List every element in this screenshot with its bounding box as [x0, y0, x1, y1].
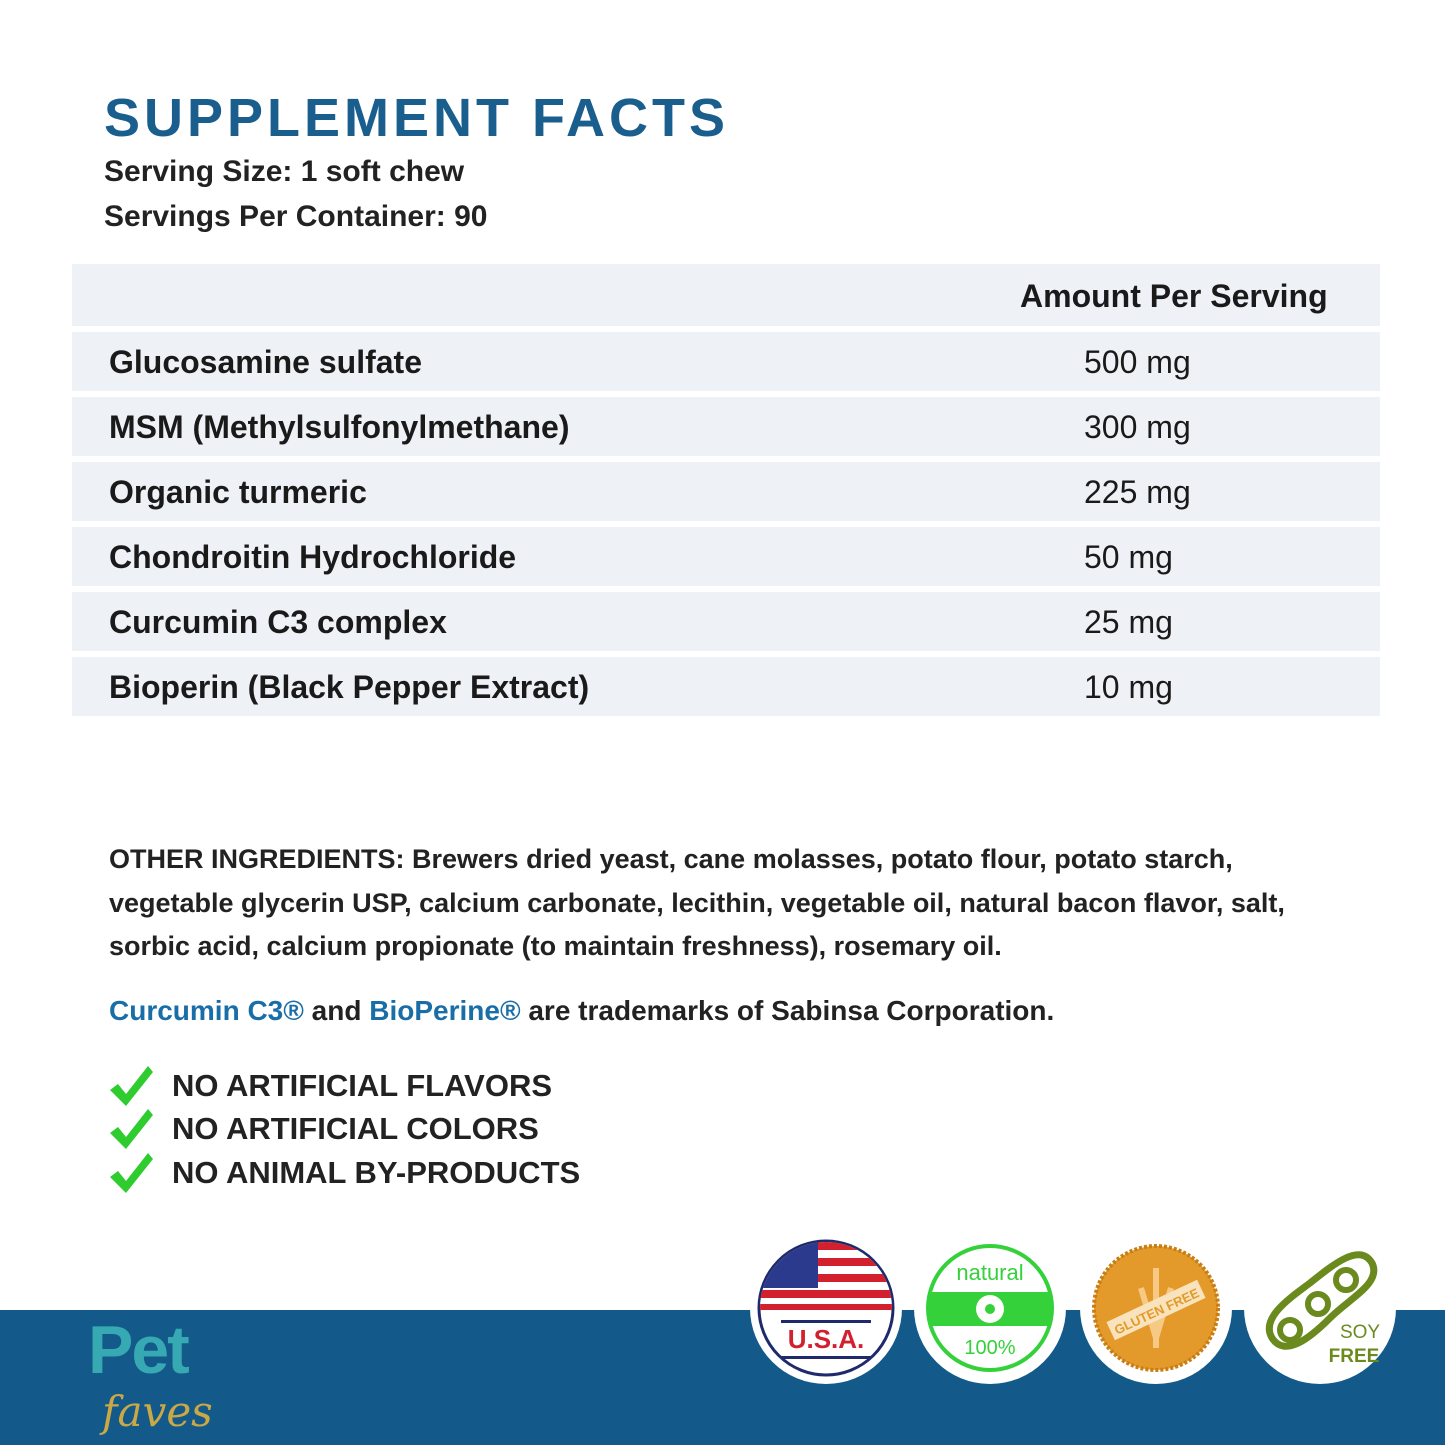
- usa-flag-icon: U.S.A.: [757, 1239, 895, 1377]
- ingredient-amount: 10 mg: [1084, 669, 1173, 705]
- free-label: FREE: [1329, 1346, 1380, 1367]
- ingredient-amount: 300 mg: [1084, 409, 1191, 445]
- claim-item: NO ARTIFICIAL FLAVORS: [108, 1064, 580, 1108]
- ingredient-amount: 50 mg: [1084, 539, 1173, 575]
- gluten-free-icon: GLUTEN FREE: [1092, 1244, 1220, 1372]
- serving-size: Serving Size: 1 soft chew: [104, 155, 465, 188]
- table-row: Curcumin C3 complex 25 mg: [72, 592, 1380, 651]
- page-title: SUPPLEMENT FACTS: [104, 88, 730, 148]
- checkmark-icon: [110, 1065, 153, 1106]
- trademark-rest: are trademarks of Sabinsa Corporation.: [520, 995, 1055, 1026]
- trademark-note: Curcumin C3® and BioPerine® are trademar…: [109, 994, 1054, 1028]
- ingredient-name: Chondroitin Hydrochloride: [109, 539, 517, 575]
- logo-pet: Pet: [88, 1312, 190, 1388]
- supplement-table: Amount Per Serving Glucosamine sulfate 50…: [72, 264, 1380, 722]
- ingredient-amount: 25 mg: [1084, 604, 1173, 640]
- ingredient-name: Organic turmeric: [109, 474, 367, 510]
- table-row: MSM (Methylsulfonylmethane) 300 mg: [72, 397, 1380, 456]
- ingredient-name: Curcumin C3 complex: [109, 604, 447, 640]
- trademark-bioperine: BioPerine®: [369, 995, 521, 1026]
- claim-text: NO ANIMAL BY-PRODUCTS: [172, 1154, 581, 1190]
- table-row: Bioperin (Black Pepper Extract) 10 mg: [72, 657, 1380, 716]
- ingredient-name: MSM (Methylsulfonylmethane): [109, 409, 570, 445]
- natural-badge: natural 100%: [914, 1232, 1066, 1384]
- checkmark-icon: [110, 1152, 153, 1193]
- checkmark-icon: [110, 1109, 153, 1150]
- table-row: Chondroitin Hydrochloride 50 mg: [72, 527, 1380, 586]
- logo-faves: faves: [102, 1387, 213, 1436]
- claim-text: NO ARTIFICIAL FLAVORS: [172, 1067, 553, 1103]
- natural-percent: 100%: [964, 1337, 1015, 1359]
- soy-free-icon: SOY FREE: [1265, 1251, 1380, 1367]
- natural-label: natural: [956, 1260, 1023, 1285]
- brand-logo: Pet faves: [88, 1316, 248, 1441]
- table-row: Glucosamine sulfate 500 mg: [72, 332, 1380, 391]
- trademark-and: and: [303, 995, 370, 1026]
- table-row: Organic turmeric 225 mg: [72, 462, 1380, 521]
- usa-label: U.S.A.: [788, 1324, 865, 1354]
- ingredient-name: Bioperin (Black Pepper Extract): [109, 669, 590, 705]
- claims-list: NO ARTIFICIAL FLAVORS NO ARTIFICIAL COLO…: [108, 1064, 580, 1195]
- natural-icon: natural 100%: [926, 1244, 1054, 1372]
- claim-item: NO ARTIFICIAL COLORS: [108, 1108, 580, 1152]
- table-header: Amount Per Serving: [72, 264, 1380, 326]
- ingredient-name: Glucosamine sulfate: [109, 344, 422, 380]
- soy-free-badge: SOY FREE: [1244, 1232, 1396, 1384]
- other-ingredients: OTHER INGREDIENTS: Brewers dried yeast, …: [109, 844, 1285, 961]
- gluten-free-badge: GLUTEN FREE: [1080, 1232, 1232, 1384]
- ingredient-amount: 500 mg: [1084, 344, 1191, 380]
- soy-label: SOY: [1340, 1322, 1380, 1343]
- claim-text: NO ARTIFICIAL COLORS: [172, 1111, 539, 1147]
- trademark-curcumin: Curcumin C3®: [109, 995, 304, 1026]
- claim-item: NO ANIMAL BY-PRODUCTS: [108, 1151, 580, 1195]
- servings-per-container: Servings Per Container: 90: [104, 200, 488, 233]
- ingredient-amount: 225 mg: [1084, 474, 1191, 510]
- usa-badge: U.S.A.: [750, 1232, 902, 1384]
- amount-header: Amount Per Serving: [1020, 278, 1328, 314]
